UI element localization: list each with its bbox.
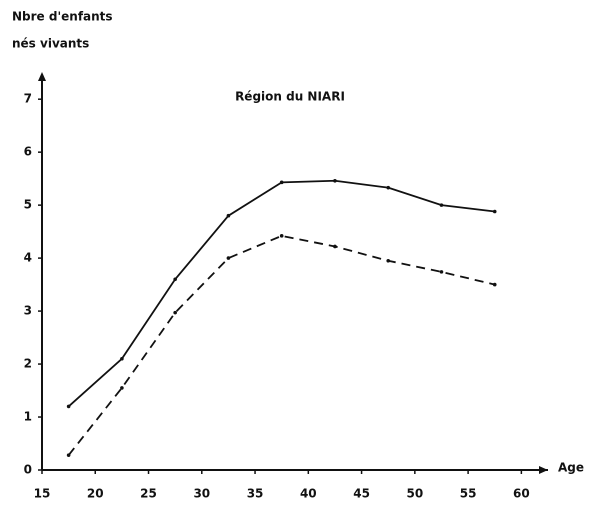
- data-point: [120, 386, 124, 390]
- data-point: [120, 356, 124, 361]
- x-tick-label: 40: [300, 487, 317, 501]
- y-tick-label: 6: [24, 145, 32, 159]
- x-tick-label: 30: [193, 487, 210, 501]
- x-tick-label: 20: [87, 487, 104, 501]
- y-tick-label: 4: [24, 251, 32, 265]
- x-tick-label: 35: [247, 487, 264, 501]
- data-point: [386, 258, 391, 263]
- x-tick-label: 15: [34, 487, 51, 501]
- chart-title: Région du NIARI: [235, 90, 345, 104]
- y-axis-label: nés vivants: [12, 37, 89, 51]
- y-tick-label: 0: [24, 463, 32, 477]
- y-tick-label: 5: [24, 198, 32, 212]
- x-tick-label: 25: [140, 487, 157, 501]
- x-tick-label: 50: [406, 487, 423, 501]
- data-point: [66, 404, 71, 409]
- y-tick-label: 2: [24, 357, 32, 371]
- data-point: [386, 185, 391, 190]
- y-axis-arrow: [38, 72, 46, 81]
- data-point: [439, 203, 444, 207]
- data-point: [333, 178, 337, 183]
- y-tick-label: 1: [24, 410, 32, 424]
- x-axis-label: Age: [558, 461, 584, 475]
- x-tick-label: 60: [513, 487, 530, 501]
- y-axis-label: Nbre d'enfants: [12, 10, 113, 24]
- data-point: [226, 256, 231, 260]
- series-line: [68, 179, 495, 408]
- data-point: [66, 453, 71, 457]
- x-axis-arrow: [539, 466, 548, 474]
- data-point: [279, 234, 284, 238]
- data-point: [279, 180, 284, 185]
- data-point: [173, 310, 177, 315]
- y-tick-label: 7: [24, 92, 32, 106]
- series-line: [67, 234, 495, 456]
- data-point: [173, 277, 177, 282]
- data-point: [492, 282, 497, 287]
- data-point: [333, 244, 337, 249]
- data-point: [492, 209, 497, 214]
- data-point: [226, 213, 231, 218]
- data-point: [439, 270, 444, 274]
- x-tick-label: 55: [460, 487, 477, 501]
- y-tick-label: 3: [24, 304, 32, 318]
- x-tick-label: 45: [353, 487, 370, 501]
